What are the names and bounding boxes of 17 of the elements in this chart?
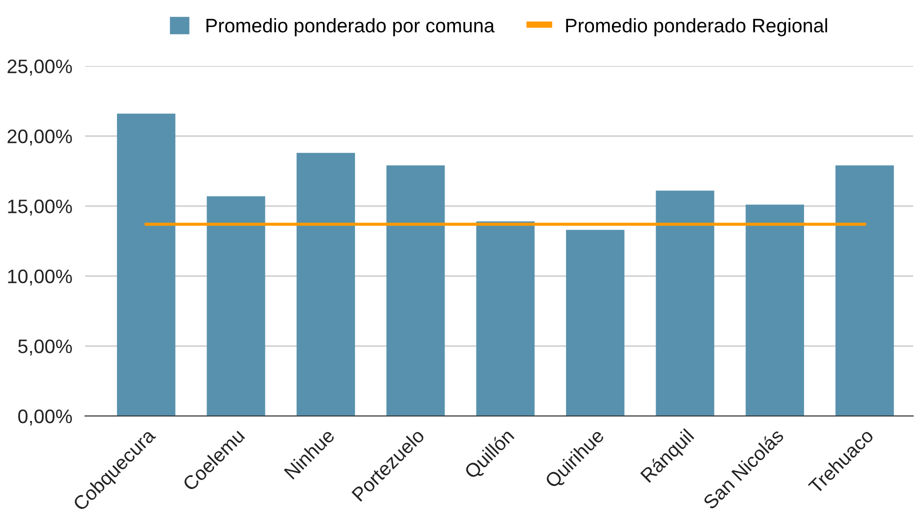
y-tick-label: 5,00% bbox=[18, 339, 72, 356]
bar bbox=[746, 204, 804, 416]
bar bbox=[656, 190, 714, 416]
bar bbox=[386, 165, 445, 416]
y-tick-label: 15,00% bbox=[8, 199, 72, 216]
legend-label: Promedio ponderado Regional bbox=[566, 18, 828, 36]
bar bbox=[116, 114, 176, 416]
bar bbox=[296, 152, 355, 416]
bar bbox=[476, 221, 535, 416]
y-tick-label: 20,00% bbox=[8, 130, 72, 146]
y-tick-label: 0,00% bbox=[18, 409, 72, 426]
bar bbox=[206, 196, 266, 416]
y-tick-label: 25,00% bbox=[8, 60, 72, 76]
bar bbox=[566, 230, 624, 416]
y-tick-label: 10,00% bbox=[8, 269, 72, 286]
legend-label: Promedio ponderado por comuna bbox=[206, 18, 495, 36]
bar bbox=[835, 165, 894, 416]
